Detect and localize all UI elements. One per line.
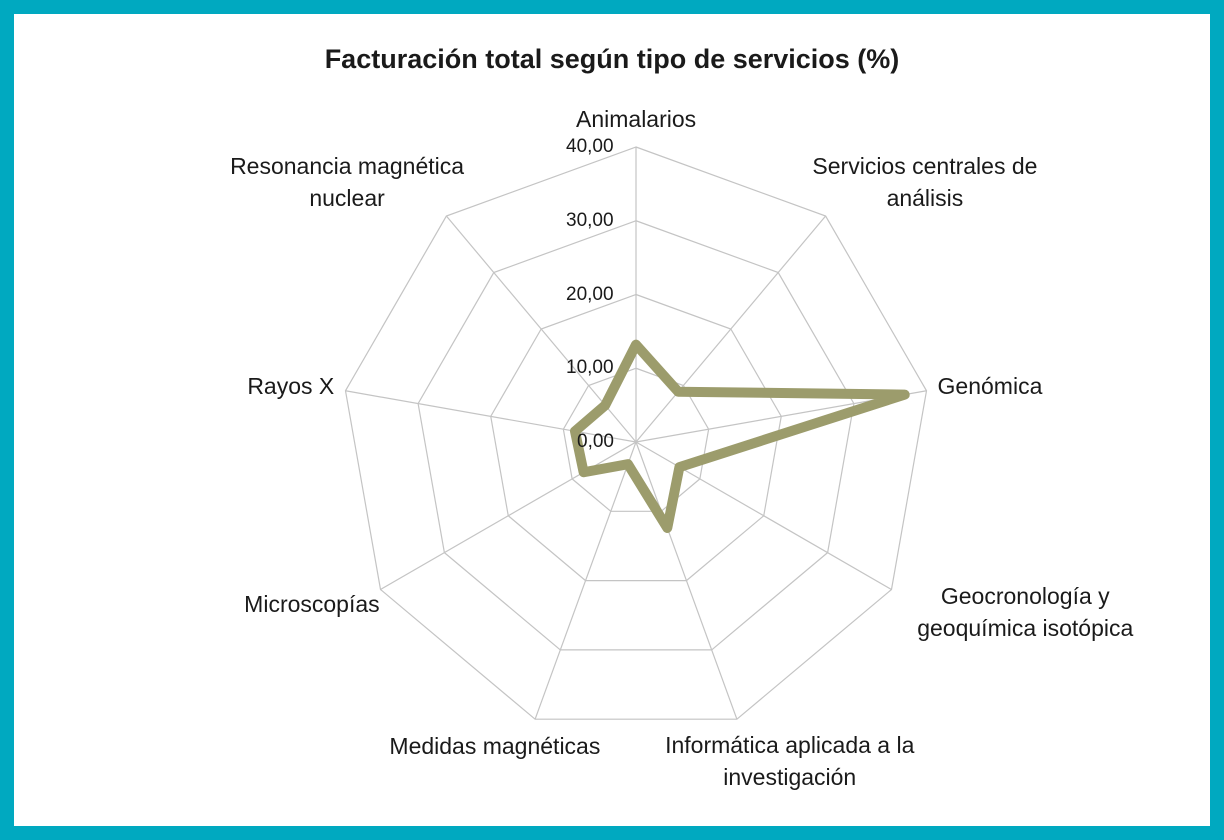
grid-ring — [490, 293, 782, 582]
r-tick-label: 10,00 — [566, 357, 614, 379]
category-label: Animalarios — [576, 106, 697, 132]
grid-ring — [417, 220, 855, 651]
chart-title: Facturación total según tipo de servicio… — [324, 44, 900, 74]
category-label: Informática aplicada a la investigación — [665, 731, 915, 790]
r-tick-label: 40,00 — [566, 136, 614, 157]
r-tick-label: 0,00 — [577, 431, 614, 452]
category-label: Rayos X — [247, 372, 335, 399]
data-line — [569, 339, 910, 533]
r-tick-label: 20,00 — [566, 283, 614, 305]
category-label: Genómica — [937, 372, 1043, 399]
spoke — [345, 390, 637, 443]
grid-ring — [344, 146, 928, 720]
category-label: Microscopías — [244, 590, 380, 617]
category-label: Medidas magnéticas — [389, 732, 601, 759]
spoke — [534, 441, 637, 720]
category-label: Servicios centrales de análisis — [812, 153, 1038, 212]
spoke — [380, 441, 637, 591]
category-label: Resonancia magnética nuclear — [230, 153, 465, 212]
category-label: Geocronología y geoquímica isotópica — [917, 582, 1134, 641]
grid-ring — [562, 367, 710, 512]
spoke — [635, 215, 827, 443]
panel — [14, 14, 1210, 826]
spoke — [635, 441, 738, 720]
r-tick-label: 30,00 — [566, 209, 614, 231]
